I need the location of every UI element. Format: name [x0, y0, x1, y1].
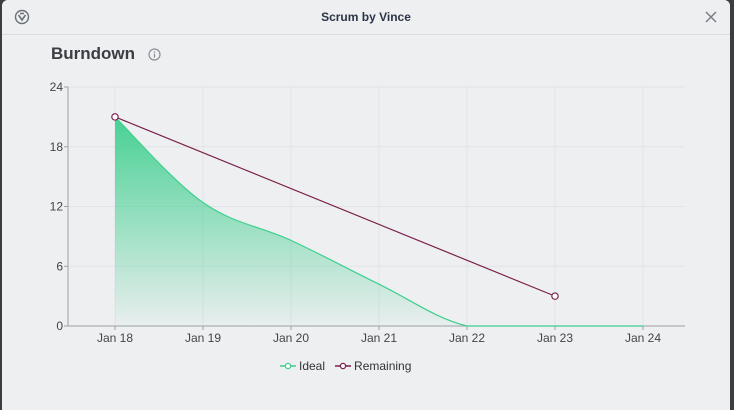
legend-marker-ideal — [280, 362, 296, 370]
legend-label-remaining: Remaining — [354, 359, 412, 373]
close-icon[interactable] — [702, 8, 720, 26]
y-tick-label-12: 12 — [50, 200, 64, 214]
remaining-series-line — [114, 116, 556, 297]
x-tick-label-6: Jan 24 — [625, 331, 661, 345]
modal-header: Scrum by Vince — [2, 0, 730, 35]
remaining-point-0 — [111, 113, 119, 121]
x-tick-label-2: Jan 20 — [273, 331, 309, 345]
legend-marker-remaining — [335, 362, 352, 370]
x-tick-label-5: Jan 23 — [537, 331, 573, 345]
chart-series — [111, 113, 643, 327]
burndown-title: Burndown — [51, 44, 136, 63]
chart-axes: 0 6 12 18 24 Jan 18 Jan 19 Jan 20 Jan 21 Jan 22 Ja… — [50, 80, 685, 345]
info-icon[interactable] — [148, 48, 161, 61]
chart-legend: Ideal Remaining — [280, 358, 421, 374]
ideal-area-fill — [115, 116, 643, 326]
legend-item-ideal[interactable]: Ideal — [280, 359, 325, 373]
y-tick-label-0: 0 — [56, 319, 63, 333]
x-tick-label-4: Jan 22 — [449, 331, 485, 345]
app-title: Scrum by Vince — [321, 10, 411, 24]
legend-label-ideal: Ideal — [299, 359, 326, 373]
x-tick-label-1: Jan 19 — [185, 331, 221, 345]
scrum-logo-icon — [14, 9, 30, 25]
legend-item-remaining[interactable]: Remaining — [335, 359, 411, 373]
y-tick-label-24: 24 — [50, 80, 64, 94]
x-tick-label-0: Jan 18 — [97, 331, 133, 345]
ideal-series-line — [114, 116, 643, 327]
y-tick-label-18: 18 — [50, 140, 64, 154]
y-tick-label-6: 6 — [56, 259, 63, 273]
remaining-point-1 — [551, 292, 559, 300]
x-tick-label-3: Jan 21 — [361, 331, 397, 345]
